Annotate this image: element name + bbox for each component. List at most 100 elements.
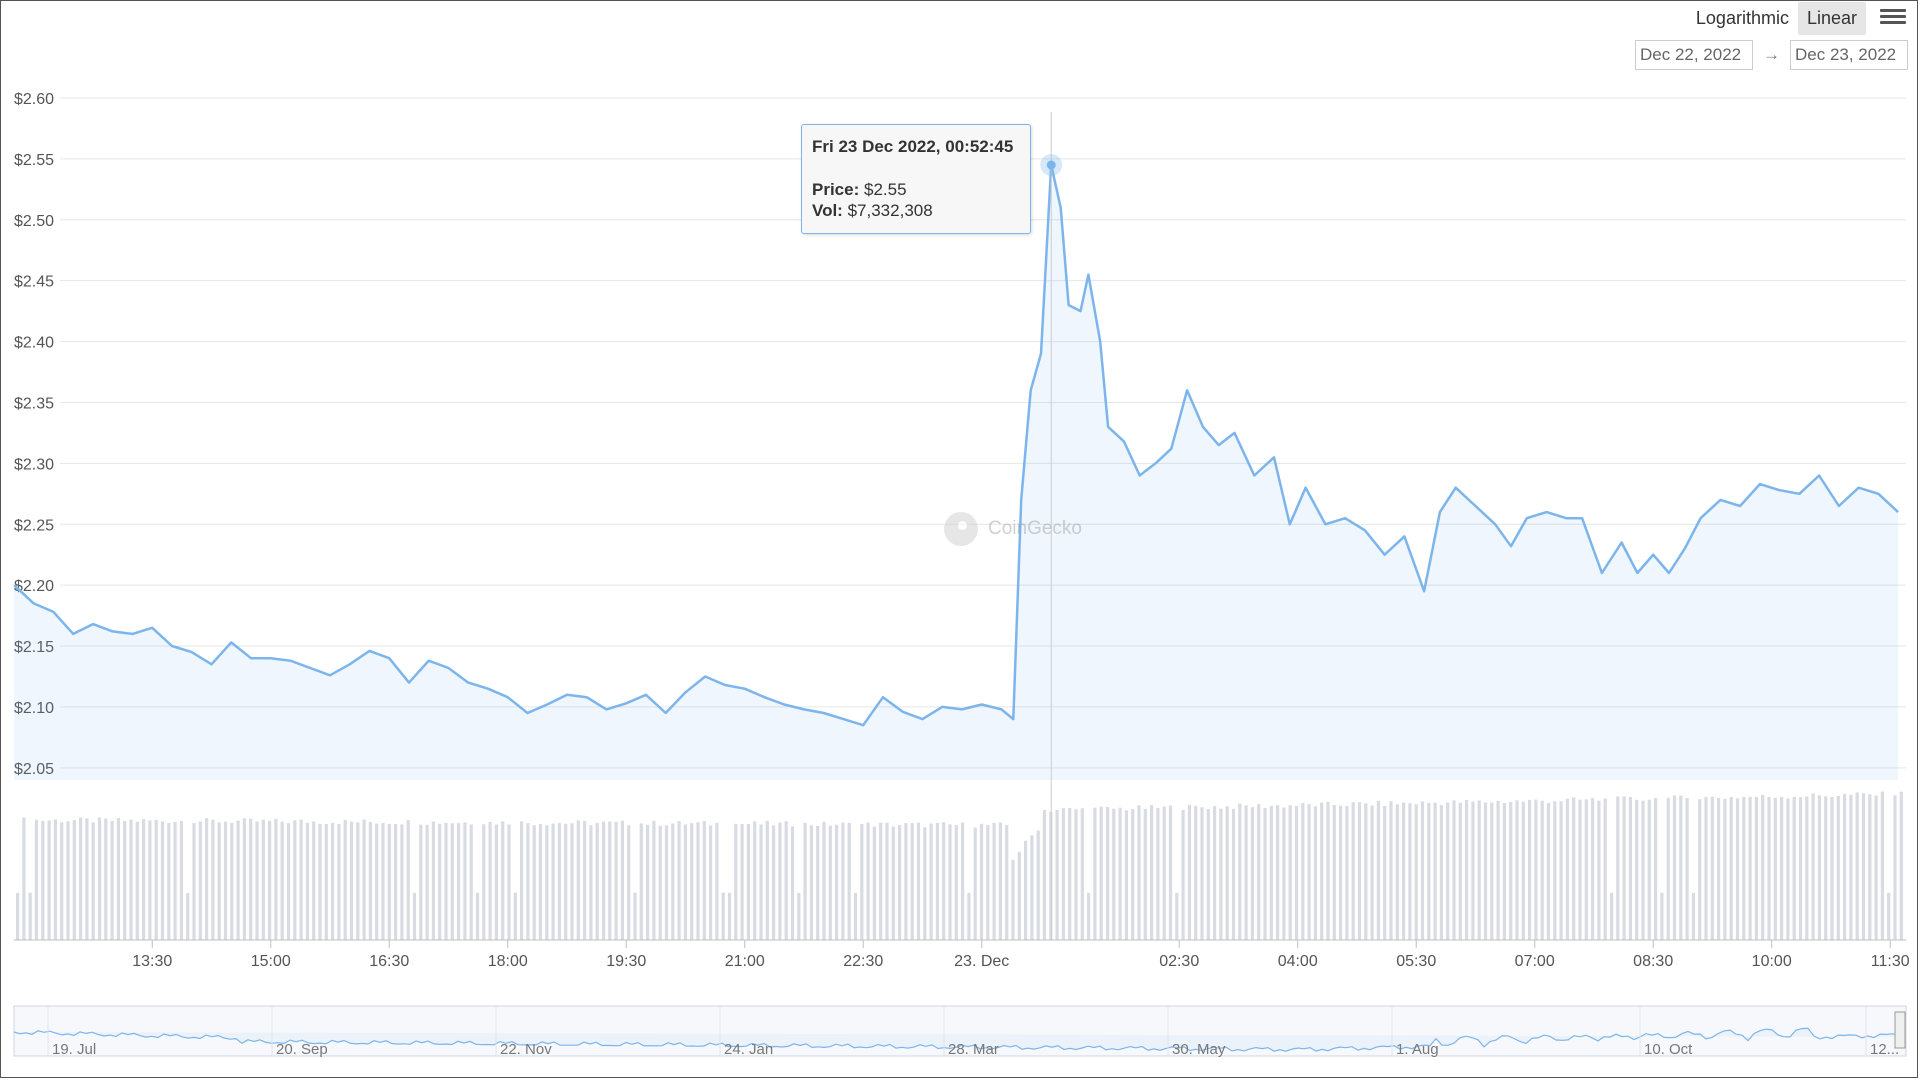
range-arrow: → (1763, 45, 1780, 64)
volume-bar (1805, 796, 1809, 940)
volume-bar (431, 821, 435, 940)
linear-scale-button[interactable]: Linear (1797, 2, 1866, 35)
volume-bar (1679, 795, 1683, 940)
x-tick-label: 18:00 (488, 953, 528, 970)
volume-bar (1528, 799, 1532, 940)
volume-bar (293, 820, 297, 940)
navigator-tick-label: 12... (1870, 1041, 1899, 1058)
tooltip-title: Fri 23 Dec 2022, 00:52:45 (812, 137, 1014, 156)
volume-bar (545, 825, 549, 940)
volume-bar (387, 823, 391, 940)
volume-bar (47, 820, 51, 940)
volume-bar (1572, 797, 1576, 940)
volume-bar (129, 819, 133, 940)
volume-bar (835, 824, 839, 940)
volume-bar (1780, 796, 1784, 940)
volume-bar (79, 817, 83, 940)
volume-bar (538, 824, 543, 940)
volume-bar (1269, 805, 1273, 940)
y-axis-labels: $2.60 $2.55 $2.50 $2.45 $2.40 $2.35 $2.30 $2.25… (14, 91, 54, 778)
volume-bar (368, 822, 372, 940)
volume-bar (1635, 799, 1639, 940)
volume-bar (1868, 794, 1872, 940)
volume-bar (709, 825, 713, 940)
volume-bar (1080, 808, 1084, 940)
volume-bar (1729, 797, 1733, 940)
volume-bar (652, 820, 656, 940)
y-tick-label: $2.25 (14, 517, 54, 534)
volume-bar (91, 822, 95, 940)
volume-bar (841, 822, 845, 940)
volume-bar (1792, 796, 1796, 940)
volume-bar (494, 824, 498, 940)
volume-bar (727, 892, 732, 940)
volume-bar (1521, 801, 1525, 940)
volume-bar (331, 822, 335, 940)
volume-bar (425, 824, 429, 940)
volume-bar (1206, 809, 1210, 940)
volume-bar (1332, 805, 1336, 940)
volume-bar (375, 823, 379, 940)
volume-bar (1628, 796, 1632, 940)
volume-bar (904, 823, 908, 940)
volume-bar (507, 824, 511, 940)
volume-bar (1672, 795, 1677, 940)
volume-bar (1282, 807, 1286, 940)
volume-bar (816, 826, 820, 940)
x-tick-label: 13:30 (132, 953, 172, 970)
volume-bar (1603, 798, 1607, 940)
navigator-tick-label: 30. May (1172, 1041, 1226, 1058)
volume-bar (614, 821, 618, 940)
range-to-input[interactable] (1790, 40, 1908, 70)
y-tick-label: $2.40 (14, 335, 54, 352)
volume-bar (1477, 800, 1481, 940)
volume-bar (1433, 802, 1437, 940)
logarithmic-scale-button[interactable]: Logarithmic (1695, 8, 1789, 28)
volume-bar (532, 825, 536, 940)
hamburger-menu-icon[interactable] (1880, 6, 1906, 28)
x-tick-label: 10:00 (1752, 953, 1792, 970)
volume-bar (1200, 807, 1204, 940)
volume-bar (1540, 800, 1544, 940)
coingecko-logo-icon (944, 512, 978, 546)
volume-bar (66, 821, 70, 940)
volume-bar (1893, 795, 1897, 940)
volume-bar (142, 819, 146, 940)
volume-bar (601, 821, 606, 940)
y-tick-label: $2.45 (14, 274, 54, 291)
volume-bar (979, 823, 984, 940)
volume-bar (22, 817, 26, 940)
volume-bar (1301, 802, 1305, 940)
volume-bar (1666, 797, 1670, 940)
volume-bar (1408, 803, 1412, 940)
volume-bar (85, 818, 89, 940)
volume-bar (362, 819, 366, 940)
volume-bar (444, 822, 448, 940)
range-from-input[interactable] (1635, 40, 1753, 70)
volume-bar (1843, 793, 1847, 940)
volume-bar (1112, 808, 1116, 940)
x-tick-label: 11:30 (1871, 953, 1910, 970)
volume-bar (1250, 807, 1254, 940)
volume-bar (349, 821, 354, 940)
volume-bar (1244, 805, 1248, 940)
volume-bar (1030, 835, 1034, 940)
volume-bar (948, 824, 952, 940)
volume-bar (973, 827, 977, 940)
x-tick-label: 22:30 (843, 953, 883, 970)
volume-bar (765, 821, 769, 940)
navigator-handle[interactable] (1894, 1011, 1906, 1049)
volume-bar (268, 820, 272, 940)
volume-bar (942, 822, 946, 940)
navigator[interactable]: 19. Jul 20. Sep 22. Nov 24. Jan 28. Mar 30. M… (13, 1005, 1907, 1058)
volume-bar (173, 821, 177, 940)
volume-bar (1546, 802, 1551, 940)
volume-bar (910, 823, 914, 940)
navigator-tick-label: 24. Jan (724, 1041, 773, 1058)
volume-bar (721, 892, 725, 940)
volume-bar (1042, 809, 1047, 940)
volume-bar (97, 817, 102, 940)
coingecko-watermark: CoinGecko (944, 512, 1082, 546)
volume-bar (740, 824, 744, 940)
